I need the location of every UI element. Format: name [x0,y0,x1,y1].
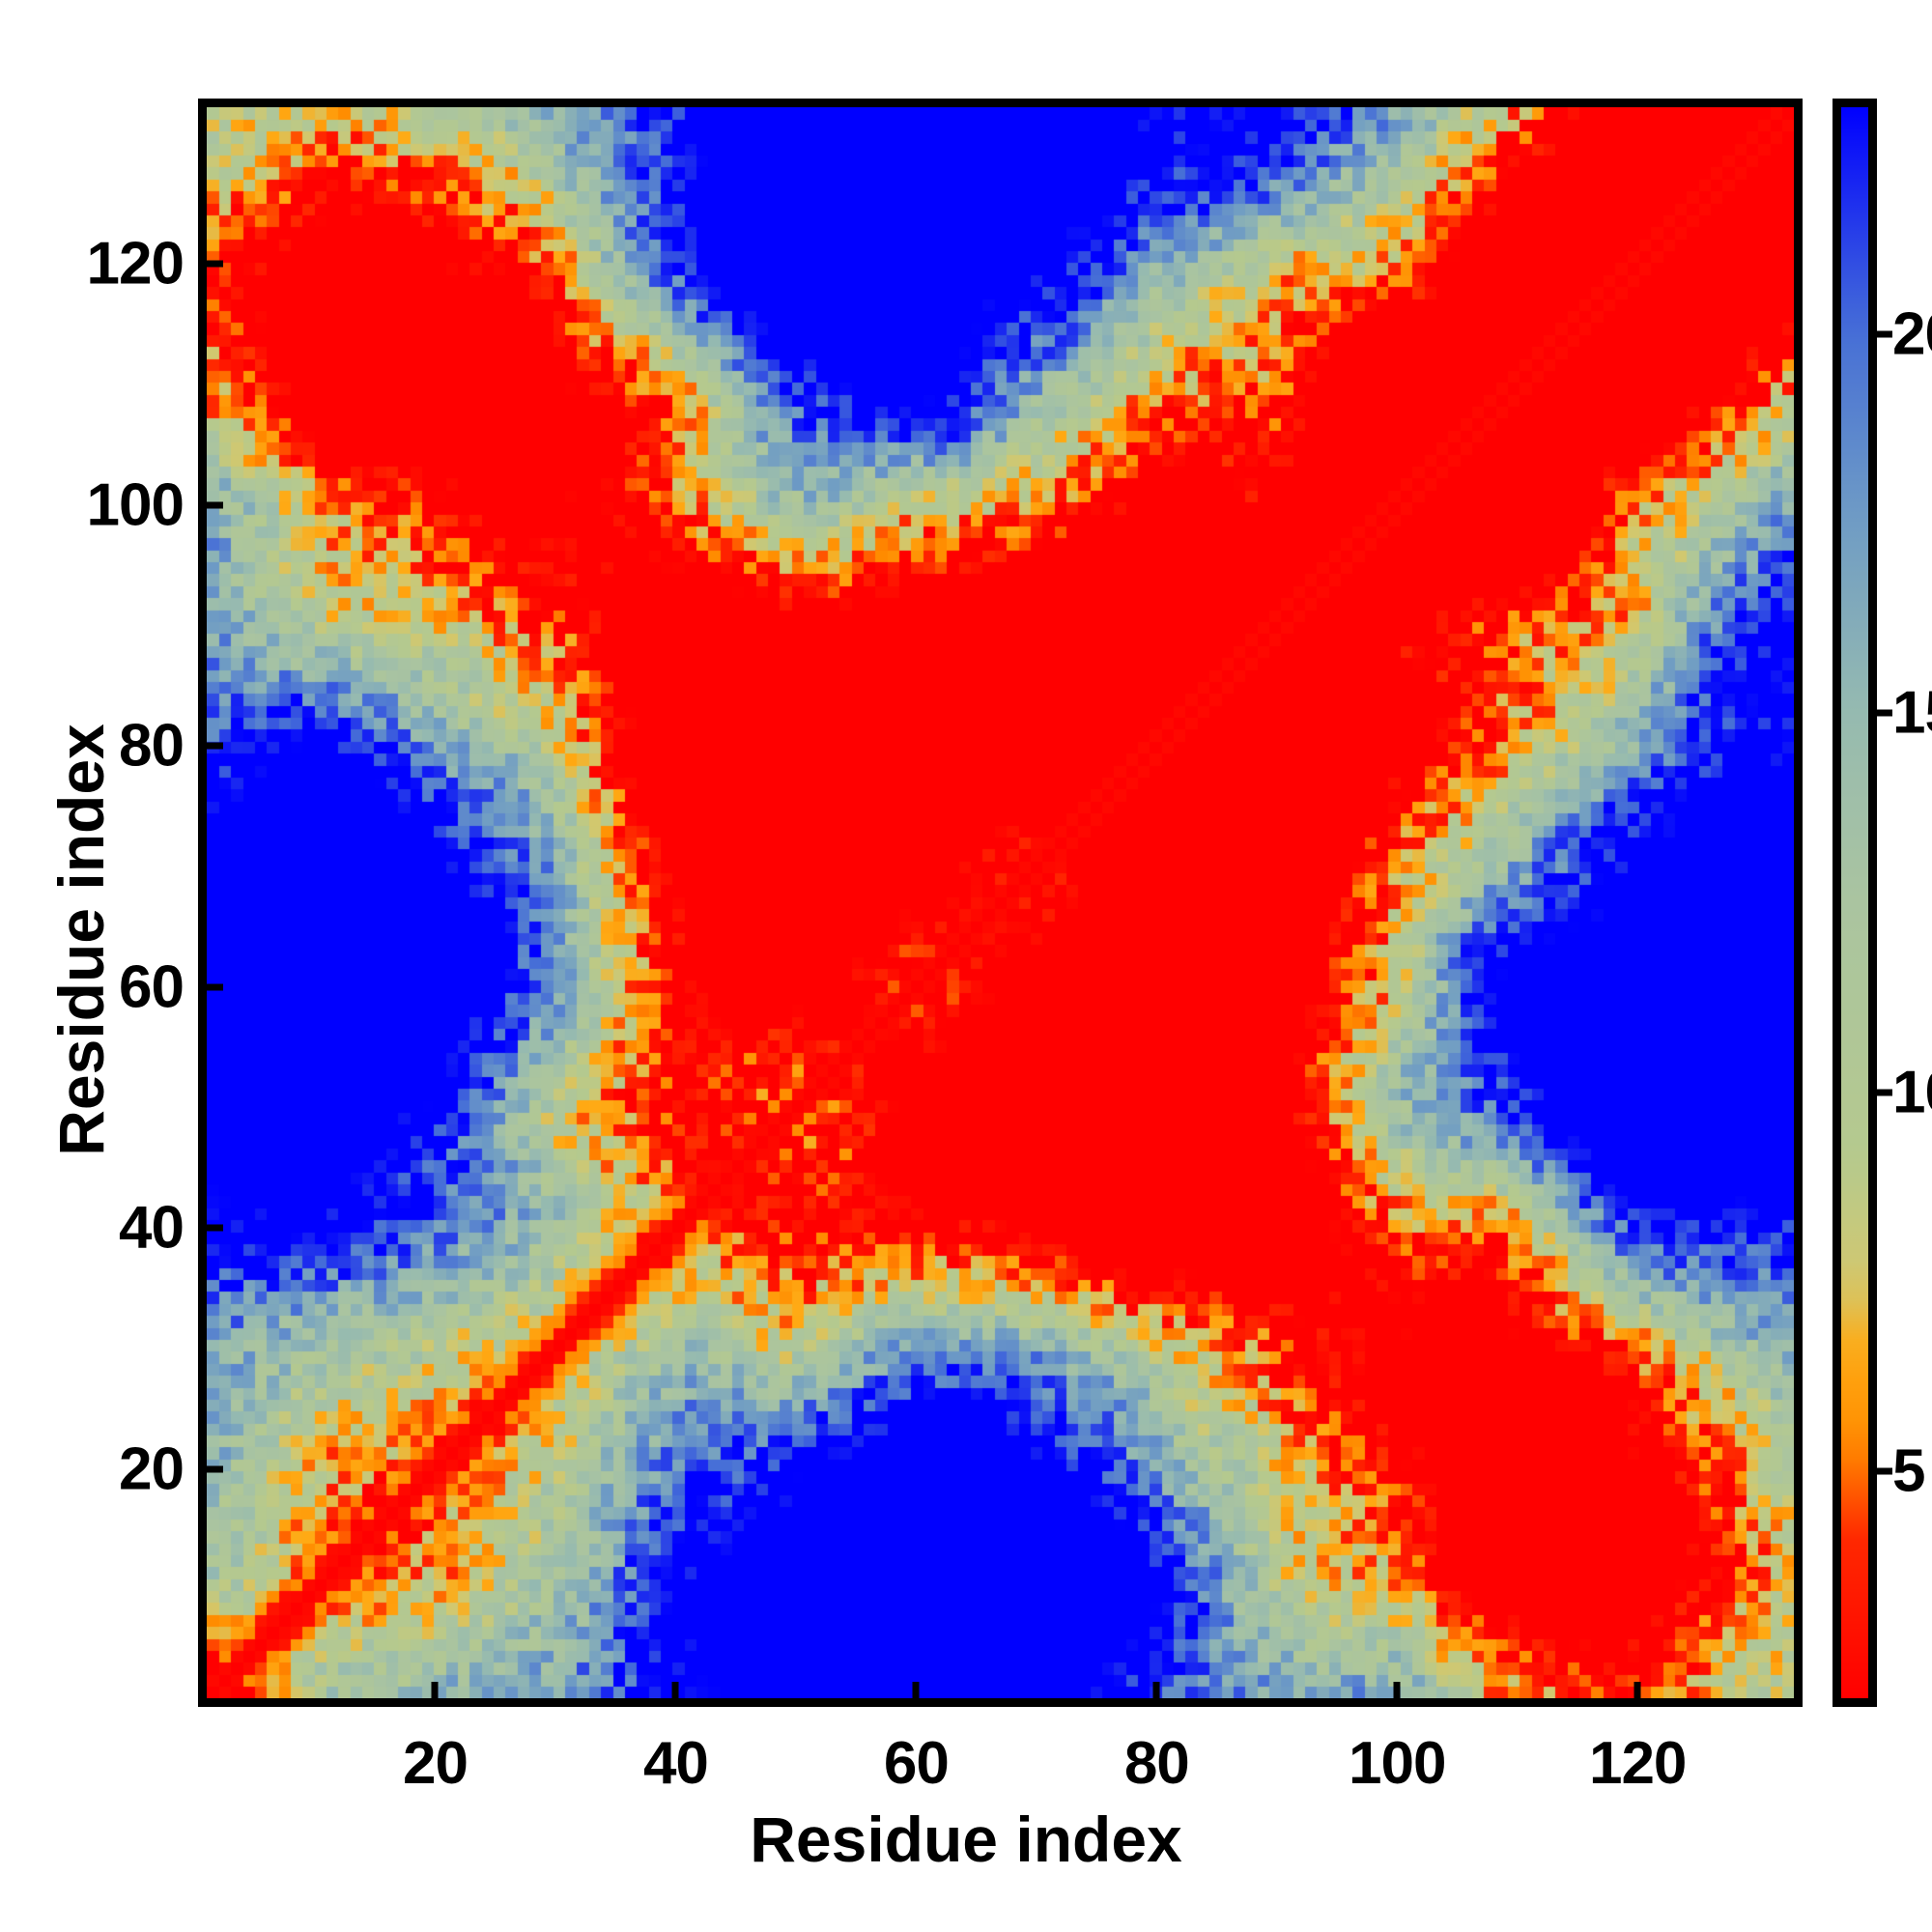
x-tick-mark [912,1682,920,1698]
heatmap-plot-area [198,99,1803,1707]
x-tick-label: 20 [403,1730,469,1797]
colorbar-tick-label: 20 [1892,300,1932,368]
colorbar-tick-label: 5 [1892,1437,1925,1505]
x-tick-label: 60 [883,1730,950,1797]
x-tick-mark [1152,1682,1160,1698]
colorbar-tick-mark [1877,1089,1892,1096]
y-tick-label: 60 [119,953,185,1021]
y-tick-mark [207,983,223,991]
x-axis-title: Residue index [750,1804,1182,1875]
colorbar-tick-mark [1877,1467,1892,1475]
colorbar-tick-label: 15 [1892,679,1932,747]
y-tick-mark [207,260,223,268]
y-tick-mark [207,1465,223,1473]
y-tick-mark [207,742,223,750]
colorbar-tick-mark [1877,330,1892,338]
y-axis-title: Residue index [45,724,117,1156]
heatmap-canvas [207,107,1794,1698]
x-tick-label: 100 [1349,1730,1446,1797]
y-tick-mark [207,501,223,509]
y-tick-label: 100 [86,471,185,539]
y-tick-mark [207,1224,223,1232]
y-tick-label: 80 [119,712,185,780]
x-tick-label: 40 [642,1730,709,1797]
colorbar-gradient [1841,107,1868,1698]
x-tick-mark [431,1682,439,1698]
x-tick-mark [1393,1682,1401,1698]
x-tick-label: 80 [1123,1730,1190,1797]
x-tick-mark [1634,1682,1641,1698]
colorbar-tick-mark [1877,709,1892,717]
y-tick-label: 40 [119,1194,185,1262]
colorbar [1833,99,1877,1707]
y-tick-label: 20 [119,1435,185,1503]
x-tick-mark [671,1682,679,1698]
x-tick-label: 120 [1588,1730,1687,1797]
y-tick-label: 120 [86,230,185,298]
colorbar-tick-label: 10 [1892,1059,1932,1126]
